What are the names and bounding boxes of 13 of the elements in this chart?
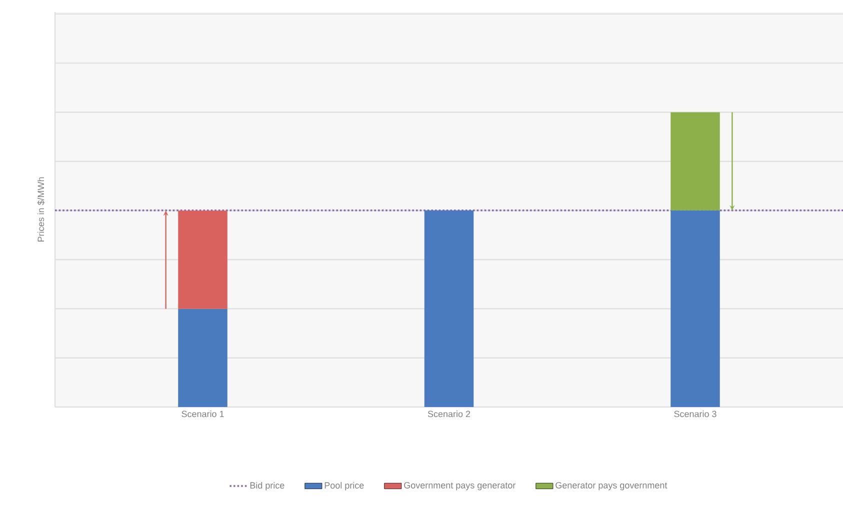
x-tick-label: Scenario 3	[674, 410, 716, 418]
bar	[670, 210, 720, 407]
legend-label: Pool price	[324, 482, 364, 490]
legend-label: Government pays generator	[404, 482, 516, 490]
y-axis-title: Prices in $/MWh	[37, 177, 45, 242]
bar	[670, 112, 720, 210]
bar	[424, 210, 474, 407]
bar	[178, 210, 228, 309]
legend-label: Generator pays government	[556, 482, 668, 490]
x-tick-label: Scenario 1	[182, 410, 224, 418]
x-tick-label: Scenario 2	[428, 410, 470, 418]
legend-label: Bid price	[250, 482, 284, 490]
bar	[178, 308, 228, 407]
